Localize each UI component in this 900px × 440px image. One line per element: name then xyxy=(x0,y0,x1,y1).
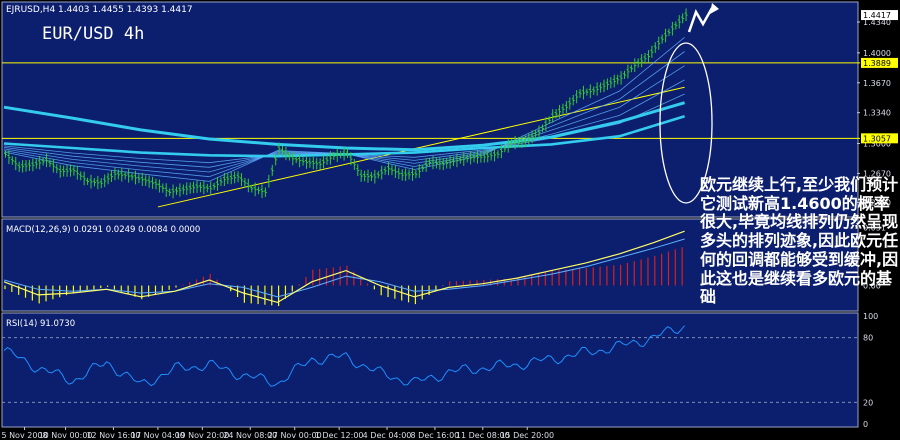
symbol-ohlc-label: EJRUSD,H4 1.4403 1.4455 1.4393 1.4417 xyxy=(6,5,193,15)
zigzag-arrow xyxy=(687,7,714,33)
price-axis-label: 1.2350 xyxy=(863,198,891,207)
rsi-axis-label: 100 xyxy=(863,312,878,321)
time-axis-label: 27 Nov 00:00 xyxy=(268,431,322,440)
price-axis-label: 1.3340 xyxy=(863,109,891,118)
price-tag-box xyxy=(861,10,898,21)
highlight-ellipse xyxy=(659,42,713,204)
time-axis-label: 19 Nov 20:00 xyxy=(175,431,229,440)
rsi-header: RSI(14) 91.0730 xyxy=(6,319,75,329)
price-axis-label: 1.4000 xyxy=(863,49,891,58)
rsi-axis-label: 80 xyxy=(863,334,873,343)
macd-axis-label: 0.031 xyxy=(863,224,886,233)
time-axis-label: 10 Nov 00:00 xyxy=(39,431,93,440)
macd-line xyxy=(3,230,685,304)
price-tag-label: 1.3889 xyxy=(863,59,891,68)
time-axis-label: 12 Nov 16:00 xyxy=(86,431,140,440)
time-axis-label: 17 Nov 04:00 xyxy=(131,431,185,440)
arrow-head xyxy=(710,3,719,14)
macd-panel: MACD(12,26,9) 0.0291 0.0249 0.0084 0.000… xyxy=(1,218,886,312)
trend-line xyxy=(157,86,685,208)
rsi-axis-label: 0 xyxy=(863,420,868,429)
ma-slow-line xyxy=(3,115,685,158)
rsi-panel-background xyxy=(1,312,859,428)
price-axis-label: 1.2670 xyxy=(863,169,891,178)
time-axis-label: 5 Nov 2008 xyxy=(1,431,47,440)
rsi-panel: RSI(14) 91.0730 100 80 20 0 xyxy=(1,312,878,429)
time-axis-label: 15 Dec 20:00 xyxy=(500,431,554,440)
price-axis-label: 1.4340 xyxy=(863,18,891,27)
arrow-annotation xyxy=(659,3,719,204)
analysis-annotation: 欧元继续上行,至少我们预计它测试新高1.4600的概率很大,毕竟均线排列仍然呈现… xyxy=(700,175,899,307)
rsi-line xyxy=(3,325,685,387)
price-tag-box xyxy=(861,57,898,68)
price-axis-label: 1.3670 xyxy=(863,79,891,88)
time-axis-label: 4 Dec 04:00 xyxy=(363,431,412,440)
price-panel: EJRUSD,H4 1.4403 1.4455 1.4393 1.4417 EU… xyxy=(1,1,898,218)
time-axis-label: 24 Nov 08:00 xyxy=(223,431,277,440)
macd-signal-line xyxy=(3,238,685,298)
price-tag-box xyxy=(861,133,898,144)
rsi-axis-label: 20 xyxy=(863,398,873,407)
price-panel-background xyxy=(1,1,859,218)
time-axis-label: 8 Dec 16:00 xyxy=(411,431,460,440)
ma-cyan-line xyxy=(3,101,686,152)
time-axis-label: 1 Dec 12:00 xyxy=(315,431,364,440)
price-tag-label: 1.4417 xyxy=(863,11,891,20)
macd-axis-label: 0.00 xyxy=(863,282,881,291)
chart-title: EUR/USD 4h xyxy=(42,24,144,44)
price-axis-label: 1.3000 xyxy=(863,139,891,148)
price-tag-label: 1.3057 xyxy=(863,134,891,143)
macd-header: MACD(12,26,9) 0.0291 0.0249 0.0084 0.000… xyxy=(6,225,200,235)
time-axis-label: 11 Dec 08:00 xyxy=(456,431,510,440)
